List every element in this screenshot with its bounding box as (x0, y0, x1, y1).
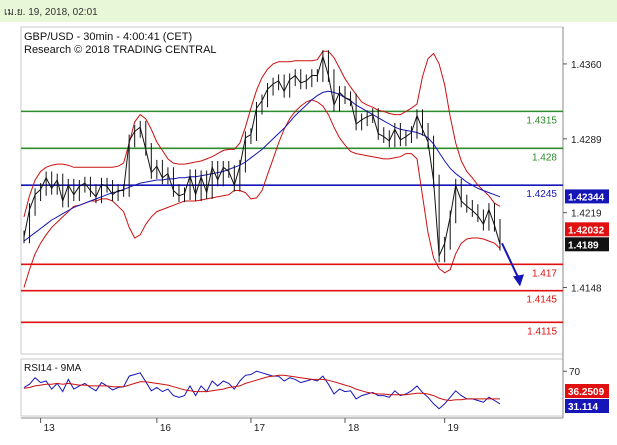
price-tag-box-2 (565, 237, 609, 252)
chart-title: GBP/USD - 30min - 4:00:41 (CET) (24, 31, 192, 43)
forecast-arrow-shaft (501, 242, 520, 280)
rsi-tag-label-0: 36.2509 (568, 387, 605, 398)
bollinger-bands (23, 50, 501, 288)
x-tick-label-4: 19 (448, 423, 460, 434)
chart-subtitle: Research © 2018 TRADING CENTRAL (24, 44, 217, 56)
y-tick-label-1: 1.4289 (571, 135, 602, 146)
moving-average (23, 90, 501, 242)
y-tick-label-0: 1.4360 (571, 60, 602, 71)
datetime-label: เม.ย. 19, 2018, 02:01 (4, 7, 98, 18)
upper-band-line (23, 50, 501, 218)
main-panel-frame (20, 26, 564, 355)
price-tags: 1.42344 1.42032 1.4189 36.2509 31.114 (565, 189, 609, 413)
x-tick-label-2: 17 (254, 423, 266, 434)
rsi-panel-frame (20, 358, 564, 417)
level-label-2: 1.4245 (526, 189, 557, 200)
rsi-tag-label-1: 31.114 (568, 402, 598, 413)
y-tick-label-2: 1.4219 (571, 209, 602, 220)
y-axis-ticks: 70 1.4360 1.4289 1.4219 1.4148 (563, 60, 602, 378)
levels-layer: 1.4315 1.428 1.4245 1.417 1.4145 1.4115 (21, 110, 563, 337)
level-label-1: 1.428 (532, 152, 557, 163)
price-tag-label-0: 1.42344 (568, 192, 605, 203)
level-label-3: 1.417 (532, 268, 557, 279)
x-axis-ticks: 13 16 17 18 19 (40, 418, 460, 434)
price-tag-label-2: 1.4189 (568, 240, 599, 251)
rsi-tick-label: 70 (569, 367, 581, 378)
level-label-5: 1.4115 (527, 326, 557, 337)
forecast-arrow (501, 242, 524, 287)
lower-band-line (23, 99, 501, 288)
rsi-label: RSI14 - 9MA (24, 363, 82, 374)
price-tag-box-0 (565, 189, 609, 204)
rsi-line-1 (23, 374, 500, 402)
rsi-tag-box-0 (565, 384, 609, 398)
x-tick-label-3: 18 (348, 423, 360, 434)
price-tag-box-1 (565, 222, 609, 237)
y-tick-label-3: 1.4148 (571, 284, 602, 295)
level-label-0: 1.4315 (526, 115, 557, 126)
rsi-tag-box-1 (565, 399, 609, 413)
price-line (23, 54, 501, 257)
price-series (23, 50, 501, 263)
rsi-series (23, 370, 501, 410)
rsi-line-0 (23, 370, 501, 410)
forecast-arrow-head (513, 274, 524, 287)
x-tick-label-0: 13 (44, 423, 56, 434)
level-label-4: 1.4145 (526, 295, 557, 306)
x-tick-label-1: 16 (160, 423, 172, 434)
top-bar: เม.ย. 19, 2018, 02:01 (0, 0, 617, 22)
price-tag-label-1: 1.42032 (568, 225, 605, 236)
ma-line (23, 90, 501, 242)
